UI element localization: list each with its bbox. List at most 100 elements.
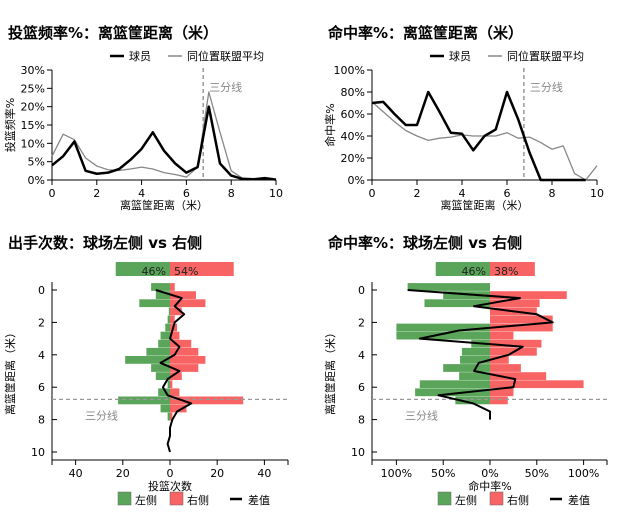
bar-right bbox=[170, 315, 175, 324]
summary-bar-left bbox=[435, 262, 490, 276]
data-point bbox=[540, 142, 542, 144]
bar-left bbox=[424, 299, 490, 308]
legend-label-diff: 差值 bbox=[248, 493, 270, 507]
data-point bbox=[51, 155, 53, 157]
data-point bbox=[450, 136, 452, 138]
y-tick-label: 4 bbox=[38, 349, 45, 362]
data-point bbox=[141, 166, 143, 168]
bar-right bbox=[170, 283, 175, 291]
summary-left-label: 46% bbox=[462, 265, 486, 278]
y-tick-label: 4 bbox=[358, 349, 365, 362]
x-tick-label: 0 bbox=[369, 187, 376, 200]
data-point bbox=[461, 133, 463, 135]
summary-bar-right bbox=[490, 262, 535, 276]
data-point bbox=[107, 172, 109, 174]
data-point bbox=[427, 91, 429, 93]
bar-right bbox=[170, 380, 173, 389]
bar-right bbox=[170, 291, 196, 299]
x-tick-label: 0 bbox=[167, 467, 174, 480]
data-point bbox=[85, 170, 87, 172]
y-tick-label: 0 bbox=[38, 284, 45, 297]
bar-left bbox=[415, 388, 490, 397]
legend-label-1: 同位置联盟平均 bbox=[187, 49, 264, 63]
bar-left bbox=[443, 364, 490, 372]
data-point bbox=[197, 166, 199, 168]
legend-label-right: 右侧 bbox=[187, 493, 209, 507]
bar-left bbox=[396, 323, 490, 332]
x-tick-label: 6 bbox=[504, 187, 511, 200]
bar-left bbox=[167, 412, 170, 421]
bar-left bbox=[155, 291, 170, 299]
data-point bbox=[208, 106, 210, 108]
summary-right-label: 54% bbox=[174, 265, 198, 278]
data-point bbox=[416, 135, 418, 137]
y-tick-label: 60% bbox=[341, 108, 365, 121]
bar-right bbox=[490, 323, 553, 332]
data-point bbox=[163, 172, 165, 174]
legend-label-left: 左侧 bbox=[455, 494, 477, 507]
bar-left bbox=[160, 331, 170, 340]
data-point bbox=[62, 133, 64, 135]
x-axis-label: 命中率% bbox=[468, 479, 511, 493]
data-point bbox=[439, 137, 441, 139]
bar-left bbox=[158, 388, 170, 397]
data-point bbox=[416, 124, 418, 126]
summary-bar-right bbox=[170, 262, 234, 276]
data-point bbox=[472, 135, 474, 137]
bar-left bbox=[155, 372, 170, 380]
data-point bbox=[427, 139, 429, 141]
y-tick-label: 20% bbox=[21, 101, 45, 114]
x-tick-label: 10 bbox=[269, 187, 283, 200]
x-axis-label: 投篮次数 bbox=[148, 479, 192, 493]
bar-right bbox=[490, 339, 542, 348]
data-point bbox=[506, 132, 508, 134]
chart-title: 投篮频率%：离篮筐距离（米） bbox=[8, 24, 218, 42]
y-tick-label: 40% bbox=[341, 130, 365, 143]
bar-right bbox=[170, 356, 206, 364]
y-tick-label: 6 bbox=[38, 381, 45, 394]
bar-left bbox=[158, 339, 170, 348]
data-point bbox=[574, 172, 576, 174]
x-tick-label: 10 bbox=[590, 187, 604, 200]
three-point-label: 三分线 bbox=[85, 408, 118, 422]
legend-swatch-right bbox=[489, 491, 504, 506]
bar-left bbox=[419, 380, 490, 389]
data-point bbox=[174, 163, 176, 165]
legend-label-0: 球员 bbox=[449, 49, 471, 63]
series-line-player bbox=[51, 105, 277, 181]
legend-label-1: 同位置联盟平均 bbox=[507, 49, 584, 63]
bar-left bbox=[461, 347, 490, 356]
y-tick-label: 80% bbox=[341, 86, 365, 99]
bar-left bbox=[167, 380, 170, 389]
y-tick-label: 0% bbox=[348, 174, 365, 187]
bar-left bbox=[407, 283, 490, 291]
data-point bbox=[275, 179, 277, 181]
chart-title: 命中率%：离篮筐距离（米） bbox=[327, 24, 523, 42]
three-point-label: 三分线 bbox=[530, 80, 563, 94]
bar-left bbox=[459, 372, 490, 380]
bar-left bbox=[146, 347, 170, 356]
bar-right bbox=[170, 299, 206, 308]
diff-line bbox=[407, 289, 554, 420]
bar-right bbox=[490, 396, 508, 405]
bar-left bbox=[168, 307, 170, 316]
y-tick-label: 0 bbox=[358, 284, 365, 297]
data-point bbox=[129, 159, 131, 161]
x-tick-label: 2 bbox=[93, 187, 100, 200]
bar-left bbox=[151, 283, 170, 291]
legend-label-right: 右侧 bbox=[507, 493, 529, 507]
x-tick-label: 4 bbox=[138, 187, 145, 200]
data-point bbox=[551, 148, 553, 150]
data-point bbox=[562, 145, 564, 147]
data-point bbox=[382, 111, 384, 113]
data-point bbox=[118, 168, 120, 170]
legend-swatch-right bbox=[169, 491, 184, 506]
bar-right bbox=[170, 388, 180, 397]
data-point bbox=[495, 128, 497, 130]
bar-right bbox=[170, 307, 182, 316]
x-tick-label: 6 bbox=[183, 187, 190, 200]
x-tick-label: 2 bbox=[414, 187, 421, 200]
x-tick-label: 40 bbox=[257, 467, 271, 480]
data-point bbox=[540, 179, 542, 181]
